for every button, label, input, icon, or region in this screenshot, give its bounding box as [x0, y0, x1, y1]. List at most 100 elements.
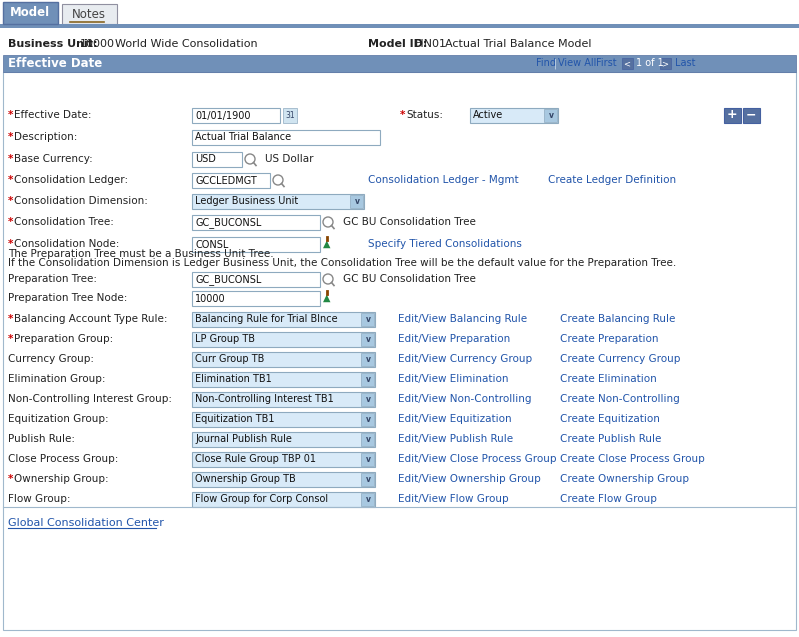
Text: 10000: 10000 — [195, 294, 225, 303]
Bar — [361, 433, 374, 446]
Text: *: * — [400, 110, 405, 120]
Bar — [3, 2, 58, 24]
Text: Consolidation Ledger - Mgmt: Consolidation Ledger - Mgmt — [368, 175, 519, 185]
Bar — [192, 237, 320, 252]
Text: GCCLEDMGT: GCCLEDMGT — [195, 176, 256, 185]
Text: Elimination TB1: Elimination TB1 — [195, 375, 272, 385]
Bar — [192, 312, 375, 327]
Text: CONSL: CONSL — [195, 240, 229, 250]
Bar — [3, 72, 796, 630]
Bar — [0, 24, 799, 28]
Text: Model ID:: Model ID: — [368, 39, 427, 49]
Bar — [361, 493, 374, 506]
Bar — [724, 108, 741, 123]
Text: 10000: 10000 — [80, 39, 115, 49]
Text: ▲: ▲ — [324, 293, 331, 303]
Text: Close Process Group:: Close Process Group: — [8, 454, 118, 464]
Text: v: v — [365, 355, 371, 364]
Text: Create Flow Group: Create Flow Group — [560, 494, 657, 504]
Text: The Preparation Tree must be a Business Unit Tree.: The Preparation Tree must be a Business … — [8, 249, 273, 259]
Bar — [192, 412, 375, 427]
Bar — [192, 472, 375, 487]
Text: Non-Controlling Interest Group:: Non-Controlling Interest Group: — [8, 394, 172, 404]
Text: First: First — [596, 59, 617, 69]
Text: Find: Find — [536, 59, 556, 69]
Text: Effective Date: Effective Date — [8, 57, 102, 70]
Text: v: v — [365, 315, 371, 324]
Text: *: * — [8, 217, 14, 227]
Bar — [192, 291, 320, 306]
Text: Edit/View Elimination: Edit/View Elimination — [398, 374, 508, 384]
Text: v: v — [365, 495, 371, 504]
Text: Curr Group TB: Curr Group TB — [195, 355, 264, 364]
Text: FIN01: FIN01 — [415, 39, 447, 49]
Text: Create Close Process Group: Create Close Process Group — [560, 454, 705, 464]
Text: v: v — [355, 197, 360, 206]
Bar — [192, 392, 375, 407]
Text: Business Unit:: Business Unit: — [8, 39, 97, 49]
Text: Create Equitization: Create Equitization — [560, 414, 660, 424]
Text: <: < — [623, 59, 630, 68]
Text: Ledger Business Unit: Ledger Business Unit — [195, 196, 298, 206]
Bar — [544, 109, 557, 122]
Text: Create Elimination: Create Elimination — [560, 374, 657, 384]
Text: Preparation Group:: Preparation Group: — [14, 334, 113, 344]
Text: LP Group TB: LP Group TB — [195, 334, 255, 345]
Text: Status:: Status: — [406, 110, 443, 120]
Text: Currency Group:: Currency Group: — [8, 354, 94, 364]
Text: v: v — [365, 335, 371, 344]
Bar — [361, 373, 374, 386]
Text: *: * — [8, 314, 14, 324]
Text: Effective Date:: Effective Date: — [14, 110, 92, 120]
Text: v: v — [365, 415, 371, 424]
Text: Actual Trial Balance Model: Actual Trial Balance Model — [445, 39, 591, 49]
Text: Create Non-Controlling: Create Non-Controlling — [560, 394, 680, 404]
Text: Balancing Account Type Rule:: Balancing Account Type Rule: — [14, 314, 168, 324]
Text: Edit/View Non-Controlling: Edit/View Non-Controlling — [398, 394, 531, 404]
Text: Equitization TB1: Equitization TB1 — [195, 415, 275, 424]
Text: Base Currency:: Base Currency: — [14, 154, 93, 164]
Text: Edit/View Close Process Group: Edit/View Close Process Group — [398, 454, 556, 464]
Text: Consolidation Ledger:: Consolidation Ledger: — [14, 175, 128, 185]
Text: Description:: Description: — [14, 132, 78, 142]
Bar — [470, 108, 558, 123]
Text: 31: 31 — [285, 110, 295, 120]
Bar — [361, 473, 374, 486]
Text: GC BU Consolidation Tree: GC BU Consolidation Tree — [343, 217, 476, 227]
Bar — [192, 194, 364, 209]
Bar — [192, 215, 320, 230]
Text: v: v — [365, 395, 371, 404]
Bar — [192, 452, 375, 467]
Text: *: * — [8, 110, 14, 120]
Bar — [283, 108, 297, 123]
Text: Global Consolidation Center: Global Consolidation Center — [8, 518, 164, 528]
Text: Journal Publish Rule: Journal Publish Rule — [195, 434, 292, 445]
Text: USD: USD — [195, 155, 216, 164]
Text: Create Ownership Group: Create Ownership Group — [560, 474, 689, 484]
Text: 01/01/1900: 01/01/1900 — [195, 110, 251, 120]
Text: GC_BUCONSL: GC_BUCONSL — [195, 274, 261, 285]
Bar — [192, 332, 375, 347]
Bar — [192, 492, 375, 507]
Bar — [622, 58, 633, 69]
Text: Edit/View Flow Group: Edit/View Flow Group — [398, 494, 509, 504]
Text: Consolidation Tree:: Consolidation Tree: — [14, 217, 114, 227]
Text: Elimination Group:: Elimination Group: — [8, 374, 105, 384]
Bar — [361, 333, 374, 346]
Text: US Dollar: US Dollar — [265, 154, 313, 164]
Bar — [192, 272, 320, 287]
Text: −: − — [745, 108, 756, 122]
Bar — [192, 130, 380, 145]
Text: If the Consolidation Dimension is Ledger Business Unit, the Consolidation Tree w: If the Consolidation Dimension is Ledger… — [8, 258, 676, 268]
Text: Edit/View Ownership Group: Edit/View Ownership Group — [398, 474, 541, 484]
Text: Preparation Tree:: Preparation Tree: — [8, 274, 97, 284]
Text: v: v — [365, 475, 371, 484]
Bar — [192, 372, 375, 387]
Text: >: > — [662, 59, 669, 68]
Text: ▲: ▲ — [324, 239, 331, 249]
Text: v: v — [365, 435, 371, 444]
Text: *: * — [8, 239, 14, 249]
Text: Flow Group:: Flow Group: — [8, 494, 70, 504]
Text: Ownership Group:: Ownership Group: — [14, 474, 109, 484]
Text: Create Publish Rule: Create Publish Rule — [560, 434, 662, 444]
